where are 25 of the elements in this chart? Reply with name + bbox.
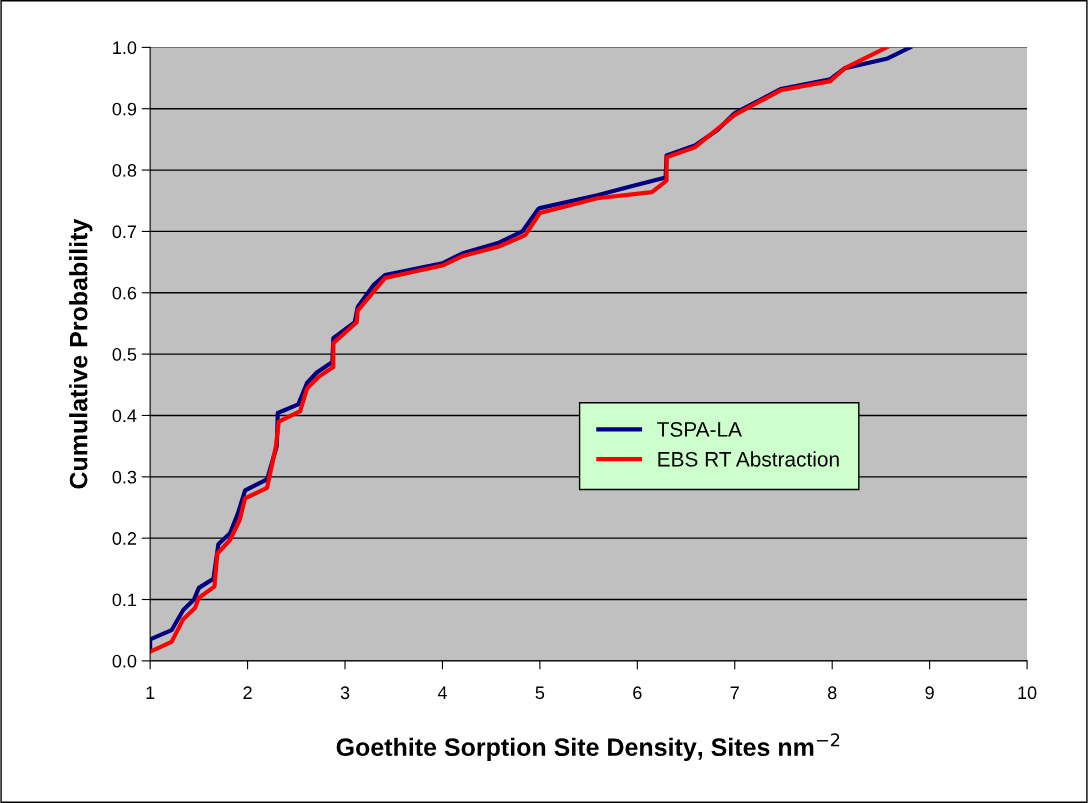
- x-axis-title: Goethite Sorption Site Density, Sites nm$^{−2}$: [336, 733, 840, 761]
- y-tick-label: 0.5: [112, 348, 137, 361]
- y-tick-label: 0.9: [112, 102, 137, 116]
- legend-label: TSPA-LA: [657, 422, 742, 437]
- x-tick-label: 8: [827, 686, 837, 700]
- y-tick-label: 0.2: [112, 532, 137, 545]
- x-tick-label: 4: [437, 686, 447, 699]
- y-tick-label: 0.6: [112, 286, 137, 300]
- x-tick-label: 5: [535, 686, 545, 700]
- x-tick-label: 2: [243, 686, 252, 699]
- x-tick-label: 1: [146, 686, 155, 699]
- y-tick-label: 0.1: [112, 593, 137, 607]
- y-axis-title: Cumulative Probability: [69, 218, 93, 489]
- y-tick-label: 0.4: [112, 409, 137, 423]
- legend-label: EBS RT Abstraction: [658, 451, 839, 467]
- y-tick-label: 0.7: [112, 225, 137, 239]
- y-tick-label: 1.0: [113, 41, 137, 55]
- x-tick-label: 6: [633, 686, 642, 700]
- y-tick-label: 0.3: [112, 470, 137, 484]
- x-tick-label: 9: [925, 686, 934, 700]
- y-tick-label: 0.0: [112, 654, 137, 668]
- x-tick-label: 7: [730, 686, 739, 699]
- y-tick-label: 0.8: [112, 164, 137, 177]
- x-tick-label: 3: [340, 686, 350, 700]
- x-tick-label: 10: [1018, 686, 1037, 700]
